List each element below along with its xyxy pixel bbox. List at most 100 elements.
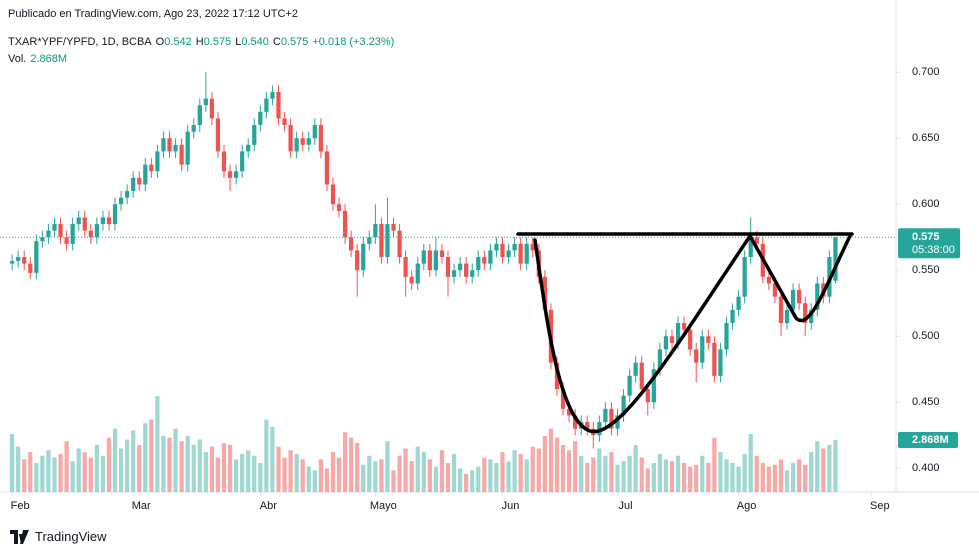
volume-bar bbox=[421, 452, 426, 492]
plot: 0.400 0.450 0.500 0.550 0.600 0.650 0.700 Feb Ma… bbox=[0, 66, 940, 512]
volume-bar bbox=[64, 441, 69, 492]
volume-bar bbox=[373, 461, 378, 492]
volume-bar bbox=[270, 426, 275, 492]
candle-body bbox=[227, 171, 233, 178]
volume-bar bbox=[585, 463, 590, 492]
last-volume-label: 2.868M bbox=[912, 434, 949, 446]
candle-body bbox=[349, 237, 354, 251]
candle-body bbox=[542, 276, 547, 310]
candle-body bbox=[415, 263, 420, 284]
published: Publicado en TradingView.com, Ago 23, 20… bbox=[8, 8, 298, 20]
candle-body bbox=[46, 230, 51, 238]
l-label: L bbox=[235, 36, 242, 48]
volume-bar bbox=[681, 463, 687, 492]
candle-body bbox=[155, 151, 160, 172]
volume-bar bbox=[318, 459, 323, 492]
y-tick-label: 0.600 bbox=[912, 198, 940, 210]
candle-body bbox=[700, 336, 705, 363]
volume-bar bbox=[349, 437, 354, 492]
volume-bar bbox=[312, 470, 317, 492]
candle-body bbox=[64, 237, 69, 244]
volume-bar bbox=[276, 446, 281, 492]
volume-bar bbox=[185, 435, 190, 492]
candle-body bbox=[736, 296, 741, 310]
candle-body bbox=[797, 290, 802, 304]
candle-body bbox=[615, 415, 620, 429]
last-volume-box bbox=[898, 432, 958, 449]
candle-body bbox=[70, 224, 75, 244]
volume-bar bbox=[530, 446, 535, 492]
candle-body bbox=[809, 309, 814, 324]
candle-body bbox=[385, 224, 390, 258]
candle-body bbox=[209, 98, 215, 119]
volume-bar bbox=[94, 444, 99, 492]
candle-body bbox=[790, 290, 796, 310]
candle-body bbox=[221, 151, 227, 172]
volume-bar bbox=[748, 434, 753, 492]
symbol: TXAR*YPF/YPFD, 1D, BCBA bbox=[8, 36, 152, 48]
volume-bar bbox=[22, 459, 27, 492]
footer: TradingView bbox=[10, 529, 107, 544]
volume-bar bbox=[167, 437, 172, 492]
l-value: 0.540 bbox=[241, 36, 269, 48]
candle-body bbox=[167, 138, 172, 152]
candle-body bbox=[318, 125, 323, 152]
volume-bar bbox=[227, 444, 233, 492]
candle-body bbox=[312, 125, 317, 139]
volume-bar bbox=[131, 430, 136, 492]
volume-bar bbox=[730, 463, 735, 492]
candle-body bbox=[657, 349, 663, 370]
volume-bar bbox=[439, 450, 445, 492]
candle-body bbox=[342, 210, 348, 238]
candle-body bbox=[476, 257, 481, 271]
volume-bar bbox=[76, 448, 81, 492]
volume-bar bbox=[264, 419, 269, 492]
volume-bar bbox=[137, 444, 142, 492]
candle-body bbox=[524, 243, 529, 264]
volume-bar bbox=[361, 464, 366, 492]
candle-body bbox=[403, 257, 408, 277]
volume-bar bbox=[258, 463, 263, 492]
candle-body bbox=[488, 250, 493, 264]
y-tick-label: 0.650 bbox=[912, 132, 940, 144]
candle-body bbox=[264, 98, 269, 112]
h-label: H bbox=[195, 36, 204, 48]
candle-body bbox=[512, 243, 517, 251]
candle-body bbox=[397, 230, 402, 258]
y-tick-label: 0.450 bbox=[912, 396, 940, 408]
volume-bar bbox=[700, 455, 705, 492]
volume-bar bbox=[778, 459, 784, 492]
volume-bar bbox=[694, 464, 699, 492]
volume-bar bbox=[675, 455, 681, 492]
volume-bar bbox=[494, 463, 499, 492]
volume-bar bbox=[179, 441, 184, 492]
volume-bar bbox=[627, 455, 632, 492]
volume-bar bbox=[143, 423, 148, 492]
volume-bar bbox=[221, 443, 227, 492]
candle-body bbox=[500, 243, 505, 258]
candle-body bbox=[833, 237, 838, 281]
candle-body bbox=[294, 138, 299, 152]
candle-body bbox=[815, 283, 820, 310]
candle-body bbox=[143, 164, 148, 185]
candle-body bbox=[330, 184, 336, 205]
volume-bar bbox=[760, 463, 765, 492]
candle-body bbox=[185, 131, 190, 165]
chart: 0.400 0.450 0.500 0.550 0.600 0.650 0.700 Feb Ma… bbox=[0, 0, 979, 512]
volume-bar bbox=[548, 428, 554, 492]
volume-bar bbox=[415, 446, 420, 492]
volume-bar bbox=[500, 452, 505, 492]
volume-bar bbox=[470, 470, 475, 492]
volume-bar bbox=[797, 459, 802, 492]
volume-bar bbox=[609, 452, 614, 492]
volume-bar bbox=[403, 448, 408, 492]
volume-bar bbox=[476, 466, 481, 492]
volume-bar bbox=[566, 450, 572, 492]
candle-body bbox=[609, 408, 614, 429]
volume-bar bbox=[379, 459, 384, 492]
cup-line bbox=[533, 232, 852, 434]
y-tick-label: 0.400 bbox=[912, 462, 940, 474]
candle-body bbox=[336, 204, 342, 211]
volume-bar bbox=[300, 459, 305, 492]
